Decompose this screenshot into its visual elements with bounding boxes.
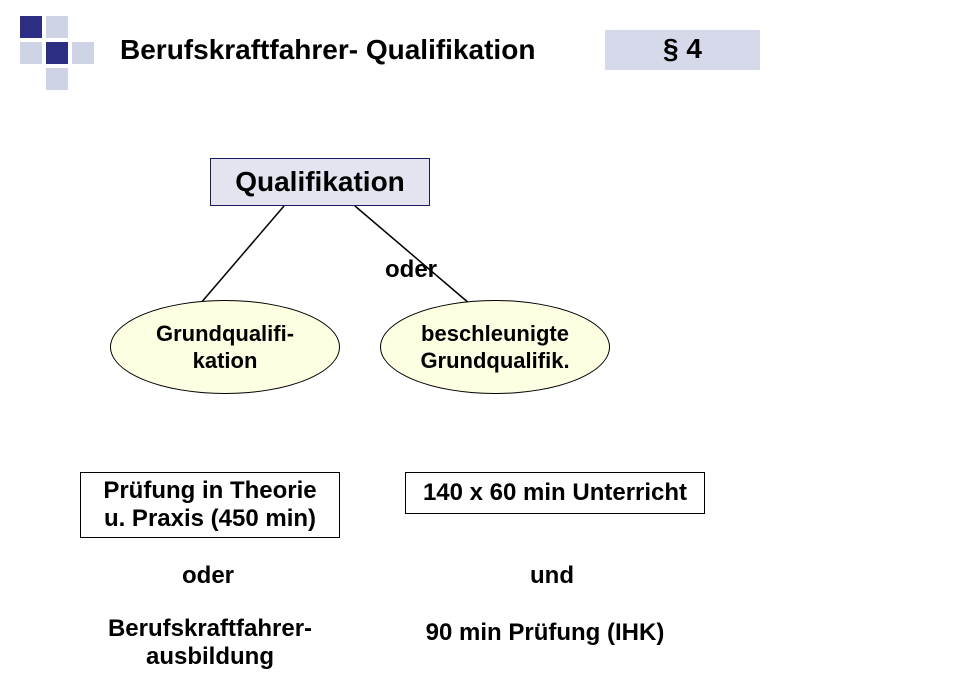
box-unterricht: 140 x 60 min Unterricht bbox=[405, 472, 705, 514]
ellipse-right-text: beschleunigteGrundqualifik. bbox=[420, 320, 569, 375]
box-ausbildung: Berufskraftfahrer-ausbildung bbox=[80, 610, 340, 676]
box-exam-text: Prüfung in Theorieu. Praxis (450 min) bbox=[103, 477, 316, 533]
or-label-top: oder bbox=[385, 256, 437, 284]
box-ihk-text: 90 min Prüfung (IHK) bbox=[426, 619, 665, 647]
ellipse-grundqualifikation: Grundqualifi-kation bbox=[110, 300, 340, 394]
box-pruefung-ihk: 90 min Prüfung (IHK) bbox=[405, 612, 685, 654]
qualification-box: Qualifikation bbox=[210, 158, 430, 206]
ellipse-left-text: Grundqualifi-kation bbox=[156, 320, 294, 375]
logo-square bbox=[20, 16, 42, 38]
ellipse-beschleunigte: beschleunigteGrundqualifik. bbox=[380, 300, 610, 394]
logo-square bbox=[72, 42, 94, 64]
box-theory-praxis: Prüfung in Theorieu. Praxis (450 min) bbox=[80, 472, 340, 538]
logo-block bbox=[0, 0, 100, 100]
logo-square bbox=[20, 42, 42, 64]
box-training-text: Berufskraftfahrer-ausbildung bbox=[108, 615, 312, 671]
or-label-bottom: oder bbox=[182, 562, 234, 590]
logo-square bbox=[46, 42, 68, 64]
section-badge: § 4 bbox=[605, 30, 760, 70]
logo-square bbox=[46, 16, 68, 38]
logo-square bbox=[46, 68, 68, 90]
slide-title: Berufskraftfahrer- Qualifikation bbox=[120, 34, 535, 66]
and-label: und bbox=[530, 562, 574, 590]
box-lesson-text: 140 x 60 min Unterricht bbox=[423, 479, 687, 507]
